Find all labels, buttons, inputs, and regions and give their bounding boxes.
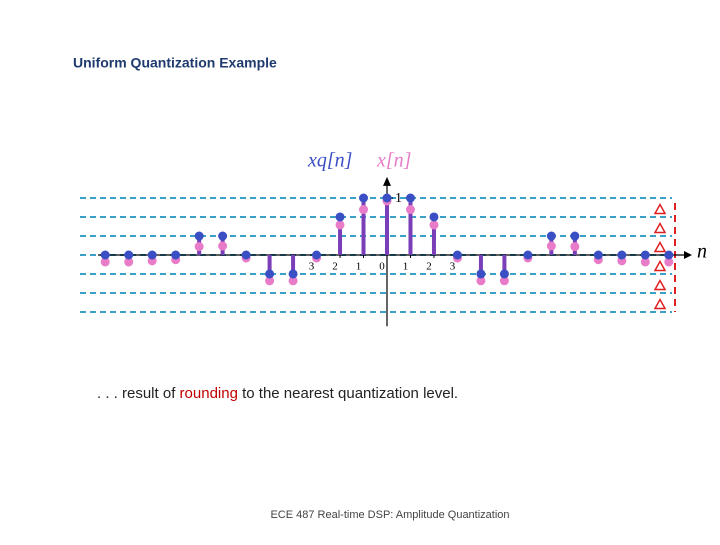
sample-marker (288, 276, 298, 286)
quantized-marker (218, 231, 228, 241)
quantized-marker (593, 250, 603, 260)
quantized-marker (429, 212, 439, 222)
quantized-marker (617, 250, 627, 260)
x-tick-label: 2 (426, 261, 432, 273)
sample-marker (640, 257, 650, 267)
quantized-marker (359, 193, 369, 203)
quantized-marker (288, 269, 298, 279)
x-tick-label: 2 (332, 261, 338, 273)
x-axis-label: n (697, 241, 707, 263)
slide-title: Uniform Quantization Example (73, 55, 277, 71)
quantized-marker (124, 250, 134, 260)
quantized-marker (265, 269, 275, 279)
quantized-marker (640, 250, 650, 260)
y-tick-label: 1 (395, 191, 402, 206)
sample-marker (359, 205, 369, 215)
quantized-marker (335, 212, 345, 222)
quantized-marker (171, 250, 181, 260)
sample-marker (100, 257, 110, 267)
stem-plot: n 3 2 1 0 1 2 3 1 xq[n] x[n] (80, 150, 707, 327)
sample-marker (499, 276, 509, 286)
threshold-marker (653, 259, 667, 272)
quantized-marker (100, 250, 110, 260)
threshold-marker (653, 221, 667, 234)
sample-marker (546, 241, 556, 251)
sample-marker (570, 242, 580, 252)
sample-marker (664, 257, 674, 267)
caption-text: to the nearest quantization level. (242, 385, 458, 402)
sample-marker (124, 257, 134, 267)
x-tick-label: 3 (309, 261, 315, 273)
threshold-marker (653, 278, 667, 291)
quantized-marker (523, 250, 533, 260)
threshold-marker (653, 202, 667, 215)
quantized-marker (476, 269, 486, 279)
sample-marker (405, 205, 415, 215)
sample-marker (218, 241, 228, 251)
quantized-marker (452, 250, 462, 260)
threshold-marker (653, 297, 667, 310)
quantized-marker (405, 193, 415, 203)
x-tick-label: 3 (450, 261, 456, 273)
quantized-marker (241, 250, 251, 260)
quantized-marker (664, 250, 674, 260)
x-arrow (684, 251, 692, 259)
quantized-marker (312, 250, 322, 260)
sample-marker (335, 220, 345, 230)
x-tick-label: 1 (403, 261, 409, 273)
sample-marker (476, 276, 486, 286)
quantized-marker (499, 269, 509, 279)
sample-marker (429, 220, 439, 230)
y-arrow (383, 176, 391, 186)
quantized-marker (147, 250, 157, 260)
caption-highlight: rounding (180, 385, 238, 402)
sample-marker (265, 276, 275, 286)
quantized-marker (382, 193, 392, 203)
legend-entry: xq[n] (307, 150, 352, 172)
quantized-marker (194, 231, 204, 241)
caption-text: . . . result of (97, 385, 176, 402)
legend-entry: x[n] (376, 150, 411, 172)
caption: . . . result of rounding to the nearest … (97, 385, 458, 402)
quantized-marker (546, 231, 556, 241)
quantized-marker (570, 231, 580, 241)
sample-marker (194, 242, 204, 252)
x-tick-label: 1 (356, 261, 362, 273)
x-tick-label: 0 (379, 261, 385, 273)
threshold-marker (653, 240, 667, 253)
footer: ECE 487 Real-time DSP: Amplitude Quantiz… (270, 509, 509, 521)
